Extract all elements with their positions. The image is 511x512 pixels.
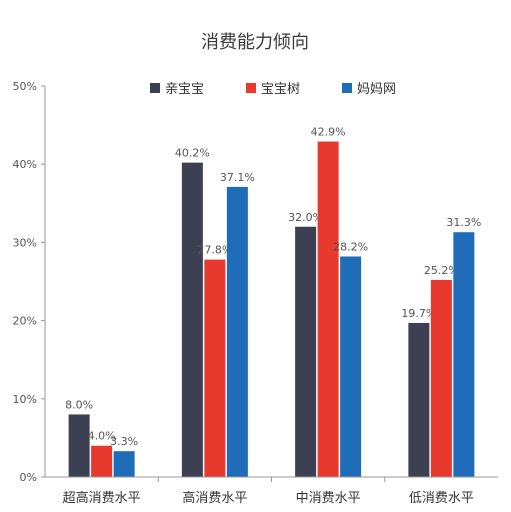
legend-label: 妈妈网	[357, 82, 396, 97]
data-label: 37.1%	[220, 171, 255, 184]
data-label: 28.2%	[333, 240, 368, 253]
data-label: 31.3%	[446, 216, 481, 229]
bar	[68, 414, 90, 477]
data-label: 25.2%	[424, 264, 459, 277]
legend-label: 宝宝树	[261, 82, 300, 97]
legend-swatch	[246, 83, 256, 93]
y-tick-label: 0%	[20, 471, 37, 484]
data-label: 40.2%	[175, 147, 210, 160]
data-label: 8.0%	[65, 398, 93, 411]
x-tick-label: 高消费水平	[182, 490, 247, 506]
y-tick-label: 30%	[13, 236, 37, 249]
bar	[317, 141, 339, 477]
x-tick-label: 中消费水平	[296, 491, 361, 506]
legend: 亲宝宝 宝宝树 妈妈网	[150, 82, 396, 97]
bar	[430, 279, 452, 477]
legend-swatch	[150, 83, 160, 93]
bar	[181, 162, 203, 478]
data-label: 4.0%	[88, 430, 116, 443]
data-label: 32.0%	[288, 211, 323, 224]
x-tick-label: 超高消费水平	[63, 490, 141, 506]
y-axis: 0% 10% 20% 30% 40% 50%	[13, 80, 46, 484]
bar	[295, 226, 317, 477]
data-label: 42.9%	[311, 126, 346, 139]
y-tick-label: 50%	[13, 80, 37, 93]
x-axis: 超高消费水平 高消费水平 中消费水平 低消费水平	[45, 476, 498, 506]
bar	[340, 256, 362, 477]
bar	[91, 445, 113, 477]
bar	[408, 322, 430, 477]
y-tick-label: 10%	[13, 393, 37, 406]
data-label: 3.3%	[110, 435, 138, 448]
bars: 8.0% 4.0%3.3% 40.2% 27.8% 37.1% 32.0% 42.9% 28.…	[65, 126, 481, 478]
x-tick-label: 低消费水平	[409, 491, 474, 506]
y-tick-label: 40%	[13, 158, 37, 171]
bar	[226, 186, 248, 478]
legend-swatch	[342, 83, 352, 93]
chart-title: 消费能力倾向	[201, 32, 309, 53]
bar	[204, 259, 226, 477]
y-tick-label: 20%	[13, 315, 37, 328]
data-label: 19.7%	[401, 307, 436, 320]
legend-label: 亲宝宝	[165, 82, 204, 97]
data-label: 27.8%	[197, 244, 232, 257]
bar	[113, 451, 135, 477]
bar	[453, 232, 475, 477]
